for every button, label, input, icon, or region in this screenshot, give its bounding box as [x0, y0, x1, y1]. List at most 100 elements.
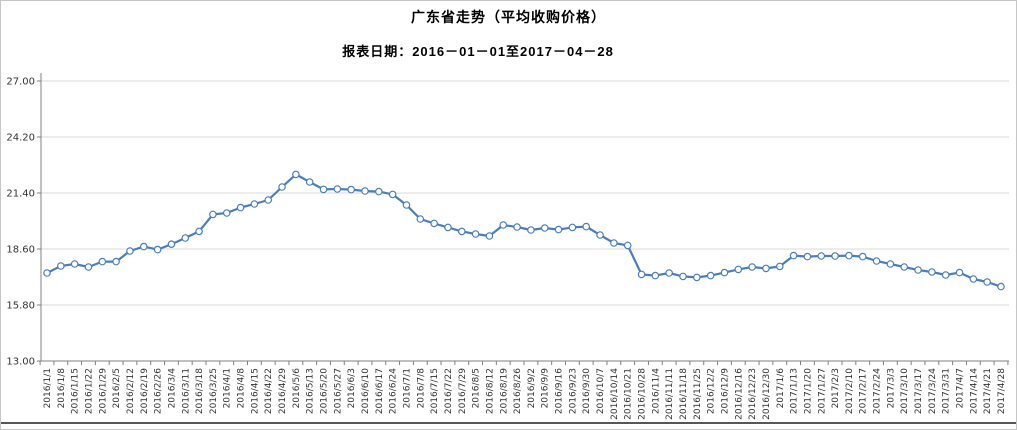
- data-point-marker: [222, 209, 231, 217]
- x-tick-label: 2016/11/18: [679, 368, 689, 420]
- data-point-marker: [527, 226, 535, 234]
- x-tick-label: 2016/2/26: [154, 368, 164, 414]
- x-tick-label: 2016/4/8: [237, 368, 247, 409]
- x-tick-label: 2016/5/6: [292, 368, 302, 409]
- data-point-marker: [775, 262, 784, 271]
- x-tick-label: 2016/12/30: [762, 368, 772, 420]
- data-point-marker: [596, 231, 604, 239]
- x-tick-label: 2017/2/17: [859, 368, 869, 414]
- data-point-marker: [499, 221, 508, 229]
- x-tick-label: 2016/8/12: [485, 368, 495, 414]
- data-point-marker: [997, 282, 1005, 291]
- data-point-marker: [734, 265, 743, 274]
- data-point-marker: [292, 170, 300, 179]
- data-point-marker: [665, 269, 673, 277]
- y-tick-label: 13.00: [6, 357, 35, 368]
- x-tick-label: 2017/4/14: [969, 368, 979, 414]
- data-point-marker: [139, 242, 148, 251]
- data-point-marker: [153, 245, 162, 254]
- y-tick-label: 24.20: [6, 133, 35, 144]
- data-point-marker: [84, 263, 93, 271]
- data-point-marker: [250, 200, 259, 208]
- data-point-marker: [471, 230, 480, 238]
- data-point-marker: [803, 252, 812, 261]
- data-point-marker: [789, 251, 798, 260]
- data-point-marker: [720, 268, 729, 277]
- data-point-marker: [928, 268, 936, 276]
- data-point-marker: [112, 257, 120, 266]
- data-point-marker: [941, 271, 950, 279]
- x-tick-label: 2016/10/21: [624, 368, 634, 420]
- data-point-marker: [845, 251, 853, 260]
- data-point-marker: [554, 225, 563, 234]
- data-point-marker: [679, 272, 687, 281]
- data-point-marker: [333, 185, 342, 193]
- x-tick-label: 2017/1/27: [817, 368, 827, 414]
- data-point-marker: [98, 257, 107, 266]
- x-tick-label: 2016/6/24: [389, 368, 399, 414]
- data-point-marker: [388, 190, 397, 199]
- data-point-marker: [57, 262, 65, 270]
- data-point-marker: [762, 264, 770, 273]
- data-point-marker: [693, 273, 701, 282]
- data-point-marker: [236, 203, 245, 212]
- x-tick-label: 2017/3/17: [914, 368, 924, 414]
- data-point-marker: [375, 187, 383, 196]
- data-point-marker: [706, 271, 715, 280]
- data-point-marker: [900, 263, 909, 271]
- x-tick-label: 2017/2/24: [873, 368, 883, 414]
- data-point-marker: [402, 201, 411, 209]
- data-point-marker: [278, 183, 286, 191]
- report-date-range: 报表日期：2016－01－01至2017－04－28: [342, 44, 614, 59]
- data-point-marker: [610, 239, 618, 247]
- y-tick-label: 18.60: [6, 245, 35, 256]
- data-point-marker: [651, 271, 660, 280]
- x-tick-label: 2016/7/15: [430, 368, 440, 414]
- x-tick-label: 2016/7/29: [458, 368, 468, 414]
- data-point-marker: [582, 222, 591, 231]
- x-tick-label: 2016/11/11: [665, 368, 675, 420]
- x-tick-label: 2016/8/26: [513, 368, 523, 414]
- data-point-marker: [983, 278, 991, 286]
- x-tick-label: 2017/1/6: [776, 368, 786, 409]
- x-tick-label: 2017/4/21: [983, 368, 993, 414]
- data-point-marker: [637, 270, 646, 279]
- data-point-marker: [955, 268, 964, 277]
- x-tick-label: 2016/2/5: [112, 368, 122, 408]
- x-tick-label: 2016/9/23: [568, 368, 578, 414]
- data-point-marker: [347, 185, 355, 194]
- x-tick-label: 2016/3/18: [195, 368, 205, 414]
- data-point-marker: [748, 263, 756, 271]
- x-tick-label: 2016/11/25: [693, 368, 703, 420]
- x-tick-label: 2016/6/17: [375, 368, 385, 414]
- x-tick-label: 2016/4/22: [264, 368, 274, 414]
- x-tick-label: 2016/12/16: [734, 368, 744, 420]
- x-tick-label: 2016/6/10: [361, 368, 371, 414]
- data-point-marker: [430, 219, 438, 228]
- x-tick-label: 2016/9/9: [541, 368, 551, 409]
- x-tick-label: 2016/1/22: [84, 368, 94, 414]
- x-tick-label: 2016/9/16: [555, 368, 565, 414]
- data-point-marker: [195, 227, 203, 236]
- x-tick-label: 2016/9/30: [582, 368, 592, 414]
- data-point-marker: [305, 178, 314, 186]
- data-point-marker: [43, 269, 51, 277]
- x-tick-label: 2016/12/9: [720, 368, 730, 414]
- y-tick-label: 21.40: [6, 189, 35, 200]
- x-tick-label: 2017/1/13: [790, 368, 800, 414]
- x-tick-label: 2016/1/29: [98, 368, 108, 414]
- data-point-marker: [319, 185, 328, 194]
- data-point-marker: [513, 223, 521, 231]
- x-tick-label: 2016/6/3: [347, 368, 357, 408]
- data-point-marker: [264, 196, 273, 204]
- x-tick-label: 2017/3/3: [886, 368, 896, 408]
- x-tick-label: 2016/12/23: [748, 368, 758, 420]
- x-tick-label: 2017/4/28: [997, 368, 1007, 414]
- data-point-marker: [444, 223, 452, 232]
- x-tick-label: 2016/11/4: [651, 368, 661, 414]
- x-tick-label: 2016/1/15: [71, 368, 81, 414]
- data-point-marker: [361, 187, 369, 195]
- x-tick-label: 2017/1/20: [803, 368, 813, 414]
